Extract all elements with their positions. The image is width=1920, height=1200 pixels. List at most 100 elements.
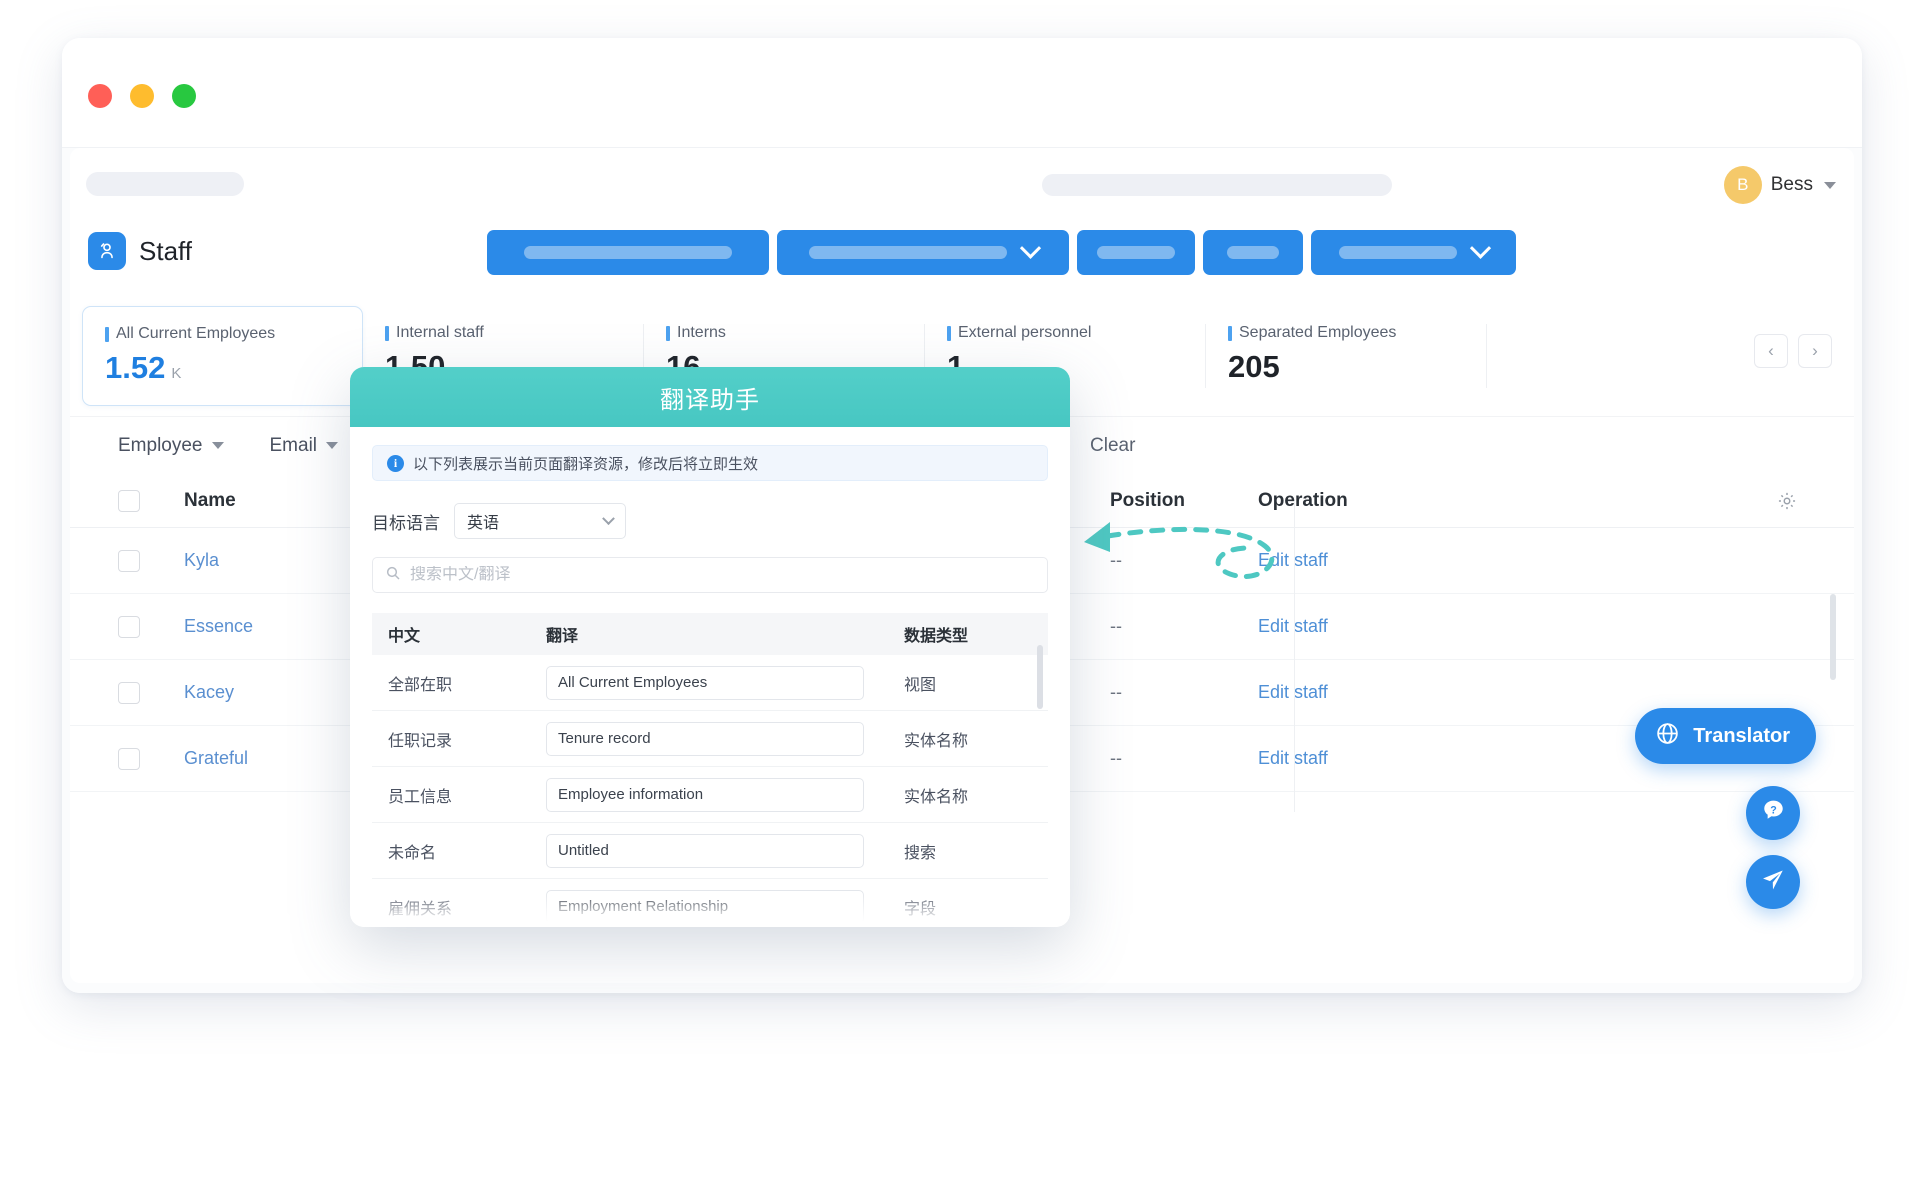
metric-value: 1.52 K [105, 350, 182, 385]
row-checkbox[interactable] [118, 615, 140, 638]
modal-body: i 以下列表展示当前页面翻译资源，修改后将立即生效 目标语言 英语 [350, 427, 1070, 927]
translation-row: 雇佣关系 Employment Relationship 字段 [372, 879, 1048, 927]
module-header: Staff [70, 220, 1854, 300]
metrics-pager: ‹ › [1754, 334, 1832, 368]
page-title-label: Staff [139, 235, 193, 266]
metric-label: Separated Employees [1228, 324, 1487, 342]
metric-label: External personnel [947, 324, 1206, 342]
cell-chinese: 任职记录 [388, 732, 453, 750]
window-titlebar [62, 38, 1862, 148]
cell-chinese: 全部在职 [388, 676, 453, 694]
cell-datatype: 字段 [904, 900, 937, 918]
app-topbar: B Bess [70, 148, 1854, 220]
modal-title-bar: 翻译助手 [350, 367, 1070, 427]
column-header-translation: 翻译 [546, 628, 579, 645]
question-bubble-icon: ? [1760, 797, 1787, 829]
translation-search-box[interactable] [372, 557, 1048, 593]
cell-position: -- [1110, 550, 1122, 570]
quaternary-action-button[interactable] [1203, 230, 1303, 275]
breadcrumb-placeholder [86, 172, 244, 196]
cell-name[interactable]: Grateful [184, 748, 249, 768]
metrics-prev-button[interactable]: ‹ [1754, 334, 1788, 368]
translation-input[interactable]: Employment Relationship [546, 889, 864, 924]
search-icon [385, 565, 401, 586]
cell-position: -- [1110, 682, 1122, 702]
cell-edit-staff-link[interactable]: Edit staff [1258, 682, 1328, 702]
row-checkbox[interactable] [118, 747, 140, 770]
accent-bar-icon [385, 325, 389, 341]
metric-label: Interns [666, 324, 925, 342]
target-language-label: 目标语言 [372, 513, 440, 533]
primary-action-button[interactable] [487, 230, 769, 275]
cell-name[interactable]: Kacey [184, 682, 235, 702]
secondary-action-button[interactable] [777, 230, 1069, 275]
chevron-down-icon [326, 442, 339, 449]
table-header-row: Name C Position Operation [70, 474, 1854, 528]
help-fab-button[interactable]: ? [1746, 786, 1800, 840]
translation-table: 中文 翻译 数据类型 全部在职 All Current Employees 视图… [372, 613, 1048, 927]
metric-value: 205 [1228, 349, 1280, 384]
cell-datatype: 实体名称 [904, 788, 969, 806]
modal-title: 翻译助手 [660, 386, 760, 414]
select-all-checkbox[interactable] [118, 489, 140, 512]
translator-fab-button[interactable]: Translator [1635, 708, 1816, 764]
cell-edit-staff-link[interactable]: Edit staff [1258, 550, 1328, 570]
paper-plane-icon [1760, 867, 1786, 898]
table-scrollbar[interactable] [1830, 594, 1836, 680]
translation-input[interactable]: Untitled [546, 833, 864, 868]
globe-icon [1655, 721, 1680, 752]
cell-datatype: 搜索 [904, 844, 937, 862]
cell-edit-staff-link[interactable]: Edit staff [1258, 748, 1328, 768]
target-language-select[interactable]: 英语 [454, 503, 626, 539]
cell-chinese: 未命名 [388, 844, 437, 862]
cell-name[interactable]: Essence [184, 616, 254, 636]
svg-text:?: ? [1770, 804, 1777, 816]
metrics-next-button[interactable]: › [1798, 334, 1832, 368]
cell-name[interactable]: Kyla [184, 550, 220, 570]
user-menu[interactable]: B Bess [1723, 166, 1836, 204]
maximize-window-icon[interactable] [172, 84, 196, 108]
gear-icon[interactable] [1776, 490, 1798, 512]
filter-email[interactable]: Email [270, 435, 339, 457]
translation-input[interactable]: Employee information [546, 777, 864, 812]
metric-card-separated-employees[interactable]: Separated Employees 205 [1206, 306, 1487, 406]
more-action-button[interactable] [1311, 230, 1516, 275]
table-column-divider [1294, 502, 1295, 812]
metric-label: Internal staff [385, 324, 644, 342]
tertiary-action-button[interactable] [1077, 230, 1195, 275]
close-window-icon[interactable] [88, 84, 112, 108]
page-title: Staff [88, 232, 192, 270]
translation-search-input[interactable] [410, 566, 1035, 584]
modal-scrollbar[interactable] [1037, 645, 1043, 709]
info-icon: i [387, 454, 404, 472]
cell-chinese: 雇佣关系 [388, 900, 453, 918]
translation-input[interactable]: Tenure record [546, 721, 864, 756]
accent-bar-icon [947, 325, 951, 341]
row-checkbox[interactable] [118, 549, 140, 572]
cell-datatype: 实体名称 [904, 732, 969, 750]
filter-employee[interactable]: Employee [118, 435, 224, 457]
window-traffic-lights [88, 84, 196, 108]
cell-position: -- [1110, 616, 1122, 636]
minimize-window-icon[interactable] [130, 84, 154, 108]
send-fab-button[interactable] [1746, 855, 1800, 909]
translation-input[interactable]: All Current Employees [546, 665, 864, 700]
target-language-row: 目标语言 英语 [372, 503, 1048, 539]
metric-card-all-current-employees[interactable]: All Current Employees 1.52 K [82, 306, 363, 406]
clear-filters-link[interactable]: Clear [1090, 435, 1136, 456]
translation-row: 未命名 Untitled 搜索 [372, 823, 1048, 879]
translator-modal: 翻译助手 i 以下列表展示当前页面翻译资源，修改后将立即生效 目标语言 英语 [350, 367, 1070, 927]
cell-datatype: 视图 [904, 676, 937, 694]
accent-bar-icon [666, 325, 670, 341]
accent-bar-icon [105, 326, 109, 342]
translation-table-header: 中文 翻译 数据类型 [372, 613, 1048, 655]
column-header-position[interactable]: Position [1110, 489, 1185, 511]
cell-edit-staff-link[interactable]: Edit staff [1258, 616, 1328, 636]
chevron-down-icon [1469, 237, 1492, 259]
column-header-name[interactable]: Name [184, 489, 236, 511]
column-header-chinese: 中文 [388, 628, 421, 645]
header-action-buttons [487, 230, 1516, 275]
row-checkbox[interactable] [118, 681, 140, 704]
column-header-operation: Operation [1258, 489, 1348, 511]
